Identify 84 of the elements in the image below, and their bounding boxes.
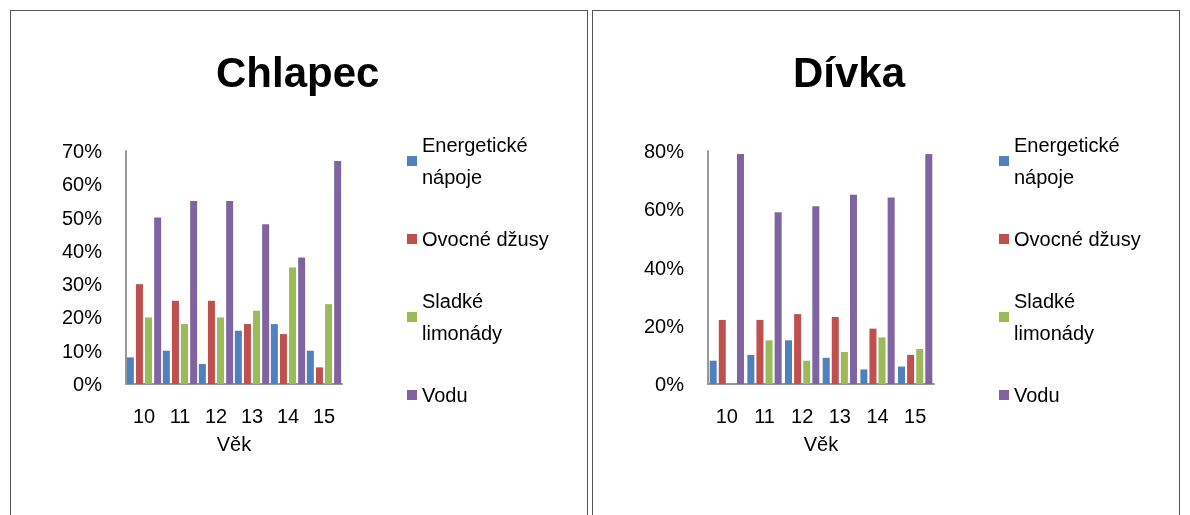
bar <box>198 364 206 384</box>
bar <box>217 317 225 384</box>
bar <box>916 349 924 384</box>
y-tick-label: 20% <box>61 306 103 329</box>
y-tick-label: 40% <box>643 256 685 279</box>
bar <box>747 354 755 384</box>
bar <box>181 324 189 384</box>
bar <box>925 153 933 384</box>
x-tick-label: 15 <box>904 405 927 427</box>
bar <box>736 153 744 384</box>
bar <box>794 314 802 384</box>
x-tick-label: 11 <box>169 405 191 427</box>
bar <box>774 212 782 384</box>
bar <box>756 319 764 384</box>
legend-label: Ovocné džusy <box>1014 228 1141 250</box>
bar <box>279 334 287 384</box>
y-tick-label: 30% <box>61 273 103 296</box>
bar <box>840 351 848 384</box>
bar <box>262 224 270 384</box>
bar <box>718 319 726 384</box>
bar <box>849 194 857 384</box>
legend-label: Energetické nápoje <box>1014 134 1126 188</box>
x-tick-label: 14 <box>276 405 300 427</box>
x-tick-label: 12 <box>204 405 228 427</box>
x-tick-label: 13 <box>240 405 264 427</box>
x-tick-label: 10 <box>132 405 156 427</box>
chart-title: Chlapec <box>216 48 380 96</box>
y-tick-label: 60% <box>643 198 685 221</box>
bar <box>887 197 895 384</box>
y-tick-label: 70% <box>61 140 103 162</box>
bar <box>135 284 143 384</box>
bar <box>831 317 839 384</box>
bar <box>907 354 915 384</box>
legend-label: Energetické nápoje <box>422 134 534 188</box>
bar <box>207 300 215 384</box>
bar <box>289 267 297 384</box>
x-tick-label: 11 <box>754 405 775 427</box>
x-axis-title: Věk <box>216 433 253 455</box>
bar <box>126 357 134 384</box>
bar <box>860 369 868 384</box>
bar <box>709 360 717 384</box>
y-tick-label: 10% <box>61 339 103 362</box>
bar <box>334 160 342 384</box>
x-tick-label: 12 <box>791 405 814 427</box>
bar <box>812 206 820 384</box>
legend-label: Sladké limonády <box>422 290 503 344</box>
legend-label: Vodu <box>422 384 468 406</box>
y-tick-label: 0% <box>655 373 685 395</box>
bar <box>253 310 261 384</box>
legend-label: Vodu <box>1014 384 1060 406</box>
y-tick-label: 0% <box>73 373 103 395</box>
bar <box>270 324 278 384</box>
legend-label: Sladké limonády <box>1014 290 1095 344</box>
x-tick-label: 14 <box>866 405 889 427</box>
bar <box>765 340 773 384</box>
bar <box>785 340 793 384</box>
y-tick-label: 80% <box>643 140 685 162</box>
bar <box>145 317 153 384</box>
bar <box>306 350 314 384</box>
bar <box>234 330 242 384</box>
y-tick-label: 40% <box>61 239 103 262</box>
y-tick-label: 20% <box>643 314 685 337</box>
bar <box>822 357 830 384</box>
bar <box>190 200 198 384</box>
x-tick-label: 13 <box>828 405 851 427</box>
bar <box>803 360 811 384</box>
y-tick-label: 50% <box>61 206 103 229</box>
legend-label: Ovocné džusy <box>422 228 549 250</box>
bar <box>298 257 306 384</box>
x-tick-label: 10 <box>715 405 738 427</box>
x-axis-title: Věk <box>803 433 840 455</box>
bar <box>878 337 886 384</box>
bar <box>171 300 179 384</box>
chart-title: Dívka <box>793 48 906 96</box>
bar <box>154 217 162 384</box>
bar <box>243 324 251 384</box>
bar <box>315 367 323 384</box>
bar <box>898 366 906 384</box>
y-tick-label: 60% <box>61 173 103 196</box>
bar <box>325 304 333 384</box>
x-tick-label: 15 <box>312 405 336 427</box>
bar <box>869 328 877 384</box>
bar <box>162 350 170 384</box>
bar <box>226 200 234 384</box>
